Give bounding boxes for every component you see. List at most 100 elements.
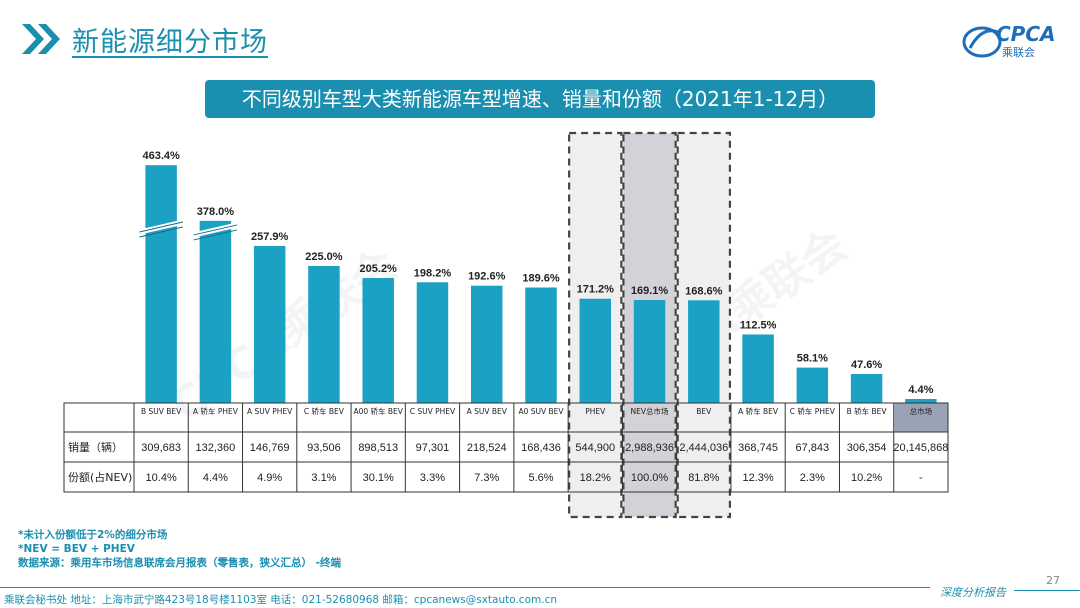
category-label: B 轿车 BEV [847,406,888,416]
sales-cell: 2,988,936 [625,442,674,454]
data-label: 189.6% [522,273,560,285]
category-label: NEV总市场 [631,406,669,416]
sales-cell: 168,436 [521,442,561,454]
chart-notes: *未计入份额低于2%的细分市场 *NEV = BEV + PHEV 数据来源：乘… [18,528,341,570]
bar [688,300,720,403]
cpca-logo-icon [962,26,1002,58]
bar [199,220,232,403]
axis-break-mark [193,229,238,241]
data-label: 463.4% [142,150,180,162]
data-label: 192.6% [468,271,506,283]
share-cell: 4.9% [257,472,282,484]
row-header: 销量（辆） [68,440,123,454]
bar [416,282,449,403]
sales-cell: 368,745 [738,442,778,454]
note-line: *未计入份额低于2%的细分市场 [18,529,168,541]
category-label: A SUV BEV [467,407,508,416]
axis-break-mark [139,221,183,233]
sales-cell: 306,354 [847,442,887,454]
category-label: 总市场 [910,406,933,416]
note-line: 数据来源：乘用车市场信息联席会月报表（零售表，狭义汇总） -终端 [18,557,342,569]
data-label: 169.1% [631,285,669,297]
data-label: 171.2% [577,284,615,296]
sales-cell: 67,843 [796,442,830,454]
bar [362,278,394,403]
data-label: 225.0% [305,251,343,263]
axis-break-mark [193,224,238,236]
chevrons-icon [22,24,60,54]
bar [470,285,503,403]
category-label: C 轿车 BEV [304,406,345,416]
sales-cell: 20,145,868 [893,442,948,454]
bar [525,287,557,403]
bar [145,165,177,403]
share-cell: 4.4% [203,472,228,484]
category-label: A00 轿车 BEV [353,406,403,416]
data-label: 257.9% [251,231,289,243]
share-cell: 5.6% [528,472,553,484]
footer-arrow-line [1014,590,1080,591]
page-title: 新能源细分市场 [72,27,268,58]
note-line: *NEV = BEV + PHEV [18,543,135,555]
share-cell: 7.3% [474,472,499,484]
sales-cell: 544,900 [575,442,615,454]
category-label: C SUV PHEV [410,407,456,416]
sales-cell: 218,524 [467,442,507,454]
sales-cell: 2,444,036 [679,442,728,454]
share-cell: 100.0% [631,472,669,484]
bar [253,245,286,403]
sales-cell: 898,513 [358,442,398,454]
share-cell: 30.1% [363,472,394,484]
share-cell: 18.2% [580,472,611,484]
bar [850,374,883,403]
share-cell: 2.3% [800,472,825,484]
data-label: 198.2% [414,267,452,279]
share-cell: 3.1% [311,472,336,484]
data-label: 47.6% [851,359,882,371]
sales-cell: 132,360 [196,442,236,454]
footer-report-label: 深度分析报告 [940,586,1006,599]
category-label: BEV [696,407,712,416]
share-cell: 10.2% [851,472,882,484]
bar [308,265,340,403]
data-label: 378.0% [197,206,235,218]
data-table [63,402,949,493]
category-label: PHEV [585,407,606,416]
data-label: 58.1% [797,353,828,365]
sales-cell: 93,506 [307,442,341,454]
page-header: 新能源细分市场 CPCA 乘联会 [0,0,1080,70]
category-label: A 轿车 BEV [738,406,779,416]
category-label: A 轿车 PHEV [193,406,239,416]
chart-title-banner: 不同级别车型大类新能源车型增速、销量和份额（2021年1-12月） [205,80,875,118]
share-cell: 10.4% [146,472,177,484]
data-label: 112.5% [740,319,777,331]
share-cell: 3.3% [420,472,445,484]
bar [742,334,774,403]
axis-break-mark [139,226,183,238]
sales-cell: 146,769 [250,442,290,454]
data-label: 168.6% [685,285,723,297]
data-label: 4.4% [908,384,933,396]
footer-divider [0,587,930,588]
share-cell: 81.8% [688,472,719,484]
bar [796,367,829,403]
category-label: A SUV PHEV [247,407,293,416]
sales-cell: 97,301 [416,442,450,454]
bar [633,300,666,403]
share-cell: 12.3% [742,472,773,484]
sales-cell: 309,683 [141,442,181,454]
category-label: A0 SUV BEV [518,407,564,416]
page-number: 27 [1046,574,1060,587]
row-header: 份额(占NEV) [68,470,132,484]
bar [905,399,937,403]
category-label: B SUV BEV [141,407,182,416]
footer-address: 乘联会秘书处 地址：上海市武宁路423号18号楼1103室 电话：021-526… [4,594,558,606]
logo-subtext: 乘联会 [1002,46,1035,59]
data-label: 205.2% [360,263,398,275]
share-cell: - [919,472,923,484]
logo-text: CPCA [996,22,1056,46]
total-header-cell [894,403,948,432]
bar [579,298,612,403]
category-label: C 轿车 PHEV [790,406,836,416]
